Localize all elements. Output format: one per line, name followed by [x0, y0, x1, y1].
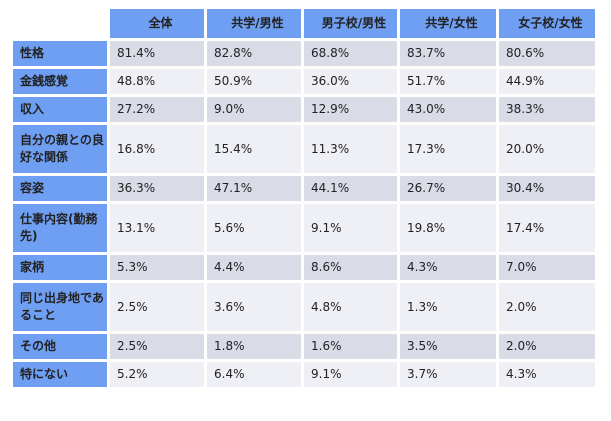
row-header: 同じ出身地であること [13, 283, 107, 331]
table-row: 特にない 5.2% 6.4% 9.1% 3.7% 4.3% [13, 362, 595, 387]
table-cell: 5.6% [207, 204, 301, 252]
table-row: その他 2.5% 1.8% 1.6% 3.5% 2.0% [13, 334, 595, 359]
column-header: 共学/男性 [207, 9, 301, 38]
row-header: 仕事内容(勤務先) [13, 204, 107, 252]
table-cell: 4.4% [207, 255, 301, 280]
table-cell: 27.2% [110, 97, 204, 122]
table-cell: 9.1% [304, 204, 397, 252]
table-corner [13, 9, 107, 38]
table-cell: 2.0% [499, 334, 595, 359]
table-row: 家柄 5.3% 4.4% 8.6% 4.3% 7.0% [13, 255, 595, 280]
table-cell: 2.5% [110, 334, 204, 359]
row-header: 家柄 [13, 255, 107, 280]
table-cell: 26.7% [400, 176, 496, 201]
table-cell: 1.6% [304, 334, 397, 359]
table-row: 仕事内容(勤務先) 13.1% 5.6% 9.1% 19.8% 17.4% [13, 204, 595, 252]
table-cell: 1.8% [207, 334, 301, 359]
column-header: 共学/女性 [400, 9, 496, 38]
table-cell: 2.5% [110, 283, 204, 331]
row-header: 容姿 [13, 176, 107, 201]
table-cell: 48.8% [110, 69, 204, 94]
table-row: 同じ出身地であること 2.5% 3.6% 4.8% 1.3% 2.0% [13, 283, 595, 331]
table-cell: 13.1% [110, 204, 204, 252]
table-cell: 1.3% [400, 283, 496, 331]
row-header: 収入 [13, 97, 107, 122]
table-cell: 11.3% [304, 125, 397, 173]
table-cell: 82.8% [207, 41, 301, 66]
table-cell: 51.7% [400, 69, 496, 94]
table-cell: 20.0% [499, 125, 595, 173]
table-cell: 19.8% [400, 204, 496, 252]
table-cell: 38.3% [499, 97, 595, 122]
column-header: 男子校/男性 [304, 9, 397, 38]
table-cell: 12.9% [304, 97, 397, 122]
table-cell: 16.8% [110, 125, 204, 173]
table-cell: 4.3% [499, 362, 595, 387]
table-cell: 80.6% [499, 41, 595, 66]
table-row: 容姿 36.3% 47.1% 44.1% 26.7% 30.4% [13, 176, 595, 201]
table-cell: 9.0% [207, 97, 301, 122]
row-header: 自分の親との良好な関係 [13, 125, 107, 173]
column-header: 女子校/女性 [499, 9, 595, 38]
comparison-table: 全体 共学/男性 男子校/男性 共学/女性 女子校/女性 性格 81.4% 82… [10, 6, 598, 390]
table-cell: 5.2% [110, 362, 204, 387]
table-row: 性格 81.4% 82.8% 68.8% 83.7% 80.6% [13, 41, 595, 66]
table-cell: 30.4% [499, 176, 595, 201]
table-cell: 36.3% [110, 176, 204, 201]
table-cell: 2.0% [499, 283, 595, 331]
table-row: 金銭感覚 48.8% 50.9% 36.0% 51.7% 44.9% [13, 69, 595, 94]
table-cell: 36.0% [304, 69, 397, 94]
row-header: 特にない [13, 362, 107, 387]
table-cell: 3.5% [400, 334, 496, 359]
table-cell: 44.1% [304, 176, 397, 201]
row-header: その他 [13, 334, 107, 359]
table-cell: 17.4% [499, 204, 595, 252]
table-cell: 8.6% [304, 255, 397, 280]
table-cell: 44.9% [499, 69, 595, 94]
table-cell: 68.8% [304, 41, 397, 66]
row-header: 性格 [13, 41, 107, 66]
table-cell: 43.0% [400, 97, 496, 122]
table-cell: 6.4% [207, 362, 301, 387]
table-cell: 83.7% [400, 41, 496, 66]
table-cell: 50.9% [207, 69, 301, 94]
column-header: 全体 [110, 9, 204, 38]
table-cell: 15.4% [207, 125, 301, 173]
table-cell: 5.3% [110, 255, 204, 280]
table-cell: 17.3% [400, 125, 496, 173]
row-header: 金銭感覚 [13, 69, 107, 94]
table-cell: 3.6% [207, 283, 301, 331]
table-cell: 4.3% [400, 255, 496, 280]
table-cell: 47.1% [207, 176, 301, 201]
table-cell: 7.0% [499, 255, 595, 280]
table-row: 自分の親との良好な関係 16.8% 15.4% 11.3% 17.3% 20.0… [13, 125, 595, 173]
table-cell: 9.1% [304, 362, 397, 387]
header-row: 全体 共学/男性 男子校/男性 共学/女性 女子校/女性 [13, 9, 595, 38]
table-cell: 81.4% [110, 41, 204, 66]
table-cell: 4.8% [304, 283, 397, 331]
table-row: 収入 27.2% 9.0% 12.9% 43.0% 38.3% [13, 97, 595, 122]
table-cell: 3.7% [400, 362, 496, 387]
